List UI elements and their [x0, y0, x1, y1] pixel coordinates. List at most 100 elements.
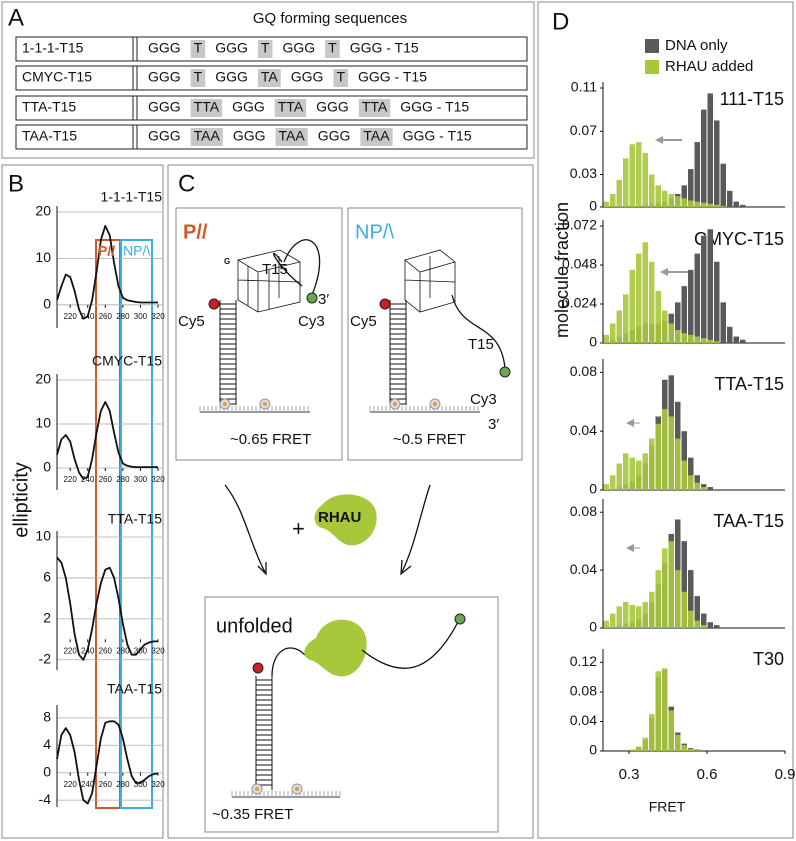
histogram-bar	[720, 302, 726, 343]
y-tick-label: 0.048	[562, 256, 597, 272]
row-label: CMYC-T15	[22, 69, 92, 85]
cy5-dye	[379, 298, 391, 310]
histogram-bar	[694, 620, 700, 628]
cy5-dye	[208, 298, 220, 310]
histogram-bar	[623, 601, 629, 628]
histogram-bar	[649, 714, 655, 751]
panel-label: C	[178, 170, 195, 197]
x-tick-label: 300	[134, 780, 148, 789]
histogram-bar	[714, 204, 720, 207]
histogram-bar	[668, 541, 674, 628]
y-tick-label: 0.07	[570, 122, 597, 138]
arrow	[224, 484, 266, 573]
histogram-bar	[694, 201, 700, 207]
histogram-bar	[714, 261, 720, 343]
y-tick-label: 0.03	[570, 165, 597, 181]
histogram-bar	[649, 174, 655, 207]
arrowhead	[626, 544, 634, 552]
plus-sign: +	[292, 516, 305, 541]
sequence-segment: GGG	[318, 128, 351, 144]
t15-strand	[451, 294, 506, 369]
histogram-bar	[681, 745, 687, 751]
histogram-bar	[610, 323, 616, 343]
cd-curve	[56, 720, 159, 805]
table-row	[15, 124, 528, 150]
sequence-segment: GGG - T15	[350, 40, 419, 56]
panel-b-frame	[1, 164, 164, 839]
histogram-bar	[707, 622, 713, 628]
sequence-segment: TAA	[363, 128, 390, 144]
histogram-bar	[649, 261, 655, 343]
end-label: 3′	[318, 291, 329, 308]
fret-label: ~0.35 FRET	[212, 806, 293, 823]
histogram-bar	[655, 185, 661, 207]
y-tick-label: 0	[589, 334, 597, 350]
histogram-bar	[688, 269, 694, 343]
state-label: P//	[183, 221, 208, 243]
loop-highlight	[274, 99, 307, 117]
histogram-bar	[610, 475, 616, 490]
sequence-segment: GGG - T15	[400, 99, 469, 115]
arrowhead	[660, 268, 668, 276]
histogram-bar	[733, 336, 739, 343]
histogram-bar	[662, 310, 668, 343]
y-tick-label: 0	[589, 481, 597, 497]
histogram-bar	[694, 596, 700, 628]
histogram-bar	[714, 120, 720, 207]
histogram-bar	[610, 194, 616, 207]
loop-highlight	[325, 40, 340, 58]
y-tick-label: 0.08	[570, 363, 597, 379]
y-tick-label: 0.024	[562, 295, 597, 311]
histogram-bar	[681, 198, 687, 207]
cy5-dye	[252, 662, 264, 674]
chart-title: TAA-T15	[713, 511, 784, 531]
y-tick-label: 0	[43, 296, 51, 312]
cd-curve	[56, 556, 158, 661]
state-box	[175, 207, 343, 461]
histogram-bar	[636, 253, 642, 343]
state-label: NP/\	[355, 221, 394, 243]
histogram-bar	[688, 570, 694, 628]
biotin	[433, 402, 437, 406]
sequence-segment: T	[261, 40, 270, 56]
histogram-bar	[688, 334, 694, 343]
histogram-bar	[623, 294, 629, 343]
x-tick-label: 280	[116, 312, 130, 321]
chart-title: CMYC-T15	[92, 353, 162, 369]
histogram-bar	[629, 269, 635, 343]
cy3-dye	[454, 613, 466, 625]
y-axis-label: molecule fraction	[552, 202, 572, 338]
sequence-segment: GGG	[215, 40, 248, 56]
x-tick-label: 300	[134, 312, 148, 321]
arrowhead	[626, 419, 634, 427]
legend-label: DNA only	[665, 37, 728, 54]
legend-label: RHAU added	[665, 58, 753, 75]
biotin	[255, 787, 259, 791]
chart-title: TAA-T15	[107, 681, 162, 697]
histogram-bar	[701, 487, 707, 490]
histogram-bar	[720, 163, 726, 207]
histogram-bar	[694, 482, 700, 490]
sequence-segment: T	[328, 40, 337, 56]
loop-highlight	[190, 99, 223, 117]
histogram-bar	[668, 416, 674, 490]
histogram-bar	[655, 671, 661, 751]
legend-swatch	[645, 39, 659, 53]
histogram-bar	[629, 604, 635, 628]
sequence-segment: GGG	[232, 99, 265, 115]
x-tick-label: 220	[63, 312, 77, 321]
histogram-bar	[681, 185, 687, 207]
loop	[273, 252, 303, 287]
y-tick-label: 0.072	[562, 217, 597, 233]
region-label: NP/\	[123, 243, 150, 259]
histogram-bar	[688, 475, 694, 490]
arrowhead	[655, 136, 663, 144]
quadruplex	[236, 249, 302, 313]
histogram-bar	[623, 158, 629, 207]
fret-label: ~0.65 FRET	[230, 431, 311, 448]
y-tick-label: 0	[589, 742, 597, 758]
histogram-bar	[727, 190, 733, 207]
histogram-bar	[623, 453, 629, 490]
x-tick-label: 320	[151, 646, 165, 655]
histogram-bar	[649, 438, 655, 490]
